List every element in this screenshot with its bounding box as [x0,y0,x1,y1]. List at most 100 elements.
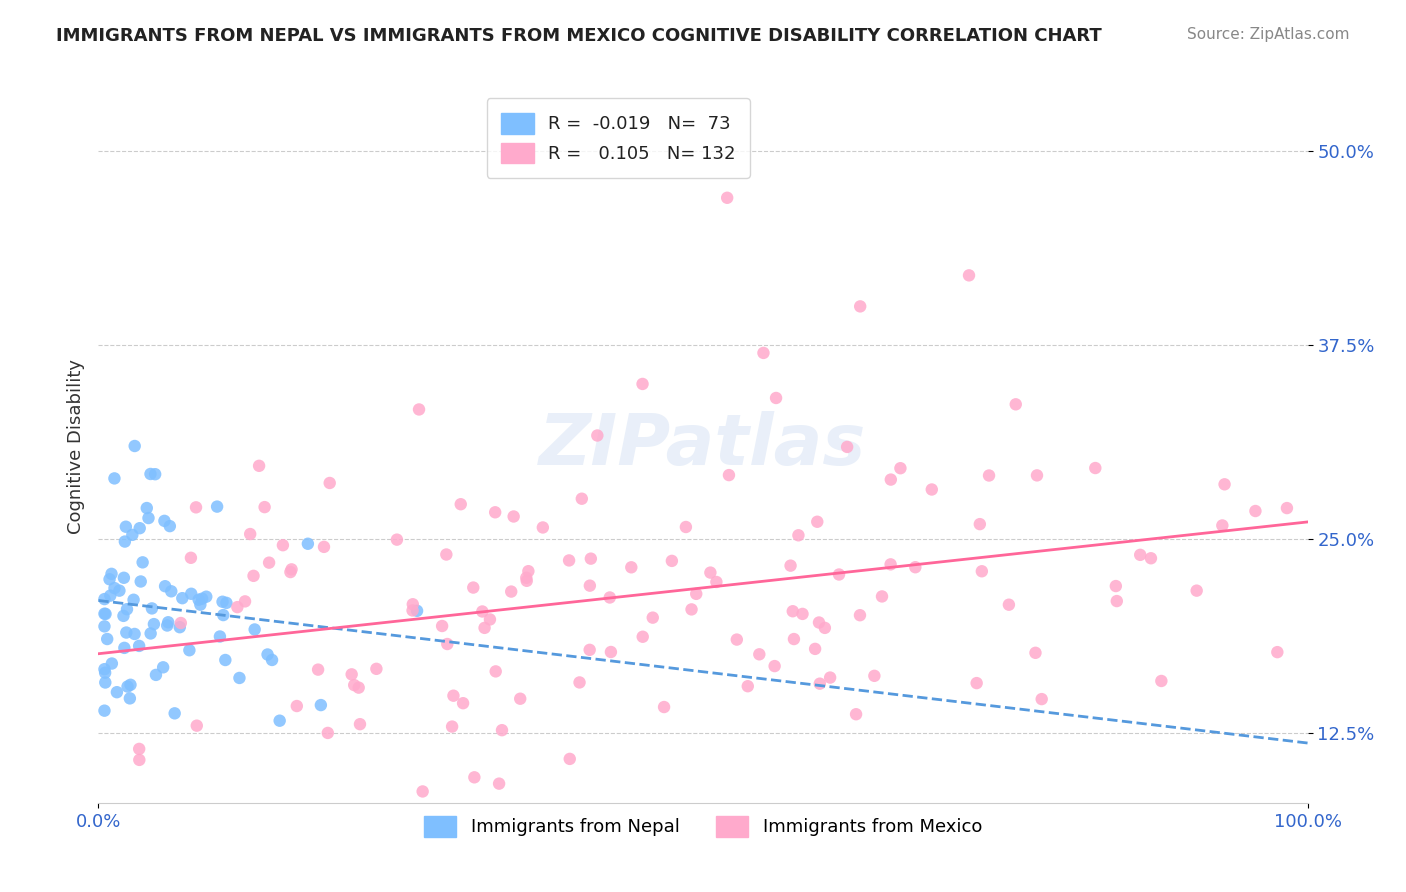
Point [179,643,201,657]
Point [112,571,135,585]
Point [117,680,139,694]
Point [307,663,329,677]
Point [406,604,429,618]
Point [752,346,775,360]
Point [120,678,142,692]
Point [93,704,115,718]
Point [195,590,218,604]
Point [343,678,366,692]
Point [184,500,207,515]
Point [474,621,496,635]
Point [347,681,370,695]
Point [191,591,214,606]
Point [180,587,202,601]
Point [124,627,146,641]
Point [921,483,943,497]
Point [316,726,339,740]
Point [157,615,180,630]
Point [1244,504,1267,518]
Point [870,590,893,604]
Point [957,268,980,283]
Point [215,811,238,825]
Point [904,560,927,574]
Point [443,689,465,703]
Point [1211,518,1233,533]
Point [139,467,162,481]
Point [172,591,194,606]
Point [153,514,176,528]
Point [1129,548,1152,562]
Point [143,467,166,482]
Point [215,596,238,610]
Point [93,619,115,633]
Point [1031,692,1053,706]
Point [208,630,231,644]
Point [814,621,837,635]
Point [1140,551,1163,566]
Point [779,558,801,573]
Point [115,602,138,616]
Point [128,753,150,767]
Point [340,667,363,681]
Point [966,676,988,690]
Point [451,696,474,710]
Point [318,475,340,490]
Point [737,679,759,693]
Point [138,511,160,525]
Point [783,632,806,646]
Point [180,550,202,565]
Point [226,600,249,615]
Point [115,625,138,640]
Point [501,584,523,599]
Point [808,615,831,630]
Point [408,402,430,417]
Point [631,376,654,391]
Point [763,659,786,673]
Point [1105,594,1128,608]
Point [599,591,621,605]
Point [121,528,143,542]
Point [1004,397,1026,411]
Point [450,497,472,511]
Point [471,605,494,619]
Point [285,699,308,714]
Point [214,653,236,667]
Point [578,643,600,657]
Point [579,551,602,566]
Point [269,714,291,728]
Point [142,617,165,632]
Point [94,607,117,621]
Point [1275,501,1298,516]
Point [128,742,150,756]
Point [169,620,191,634]
Point [808,676,831,690]
Point [118,691,141,706]
Point [312,540,335,554]
Point [515,571,537,585]
Point [849,608,872,623]
Point [717,468,740,483]
Point [93,607,115,621]
Point [257,556,280,570]
Point [139,626,162,640]
Point [212,608,235,623]
Point [889,461,911,475]
Point [434,548,457,562]
Point [412,784,434,798]
Point [187,592,209,607]
Point [160,584,183,599]
Point [103,581,125,595]
Point [977,468,1000,483]
Point [385,533,408,547]
Point [105,685,128,699]
Point [485,665,508,679]
Point [571,491,593,506]
Point [128,521,150,535]
Point [436,637,458,651]
Point [1105,579,1128,593]
Point [441,720,464,734]
Point [98,572,121,586]
Point [190,598,212,612]
Point [1026,468,1049,483]
Point [502,509,524,524]
